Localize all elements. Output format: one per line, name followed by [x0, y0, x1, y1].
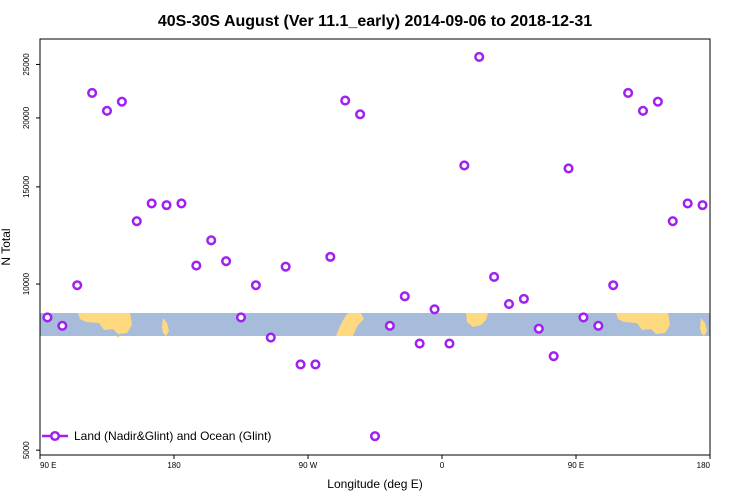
x-tick-label-4: 90 E — [568, 461, 584, 470]
y-tick-label-3: 20000 — [22, 106, 31, 129]
data-point-18 — [310, 359, 321, 370]
data-point-11 — [206, 235, 217, 246]
y-axis-label: N Total — [0, 228, 13, 265]
y-tick-label-4: 25000 — [22, 53, 31, 76]
y-axis: 5000 10000 15000 20000 25000 — [22, 53, 40, 459]
x-tick-label-0: 90 E — [40, 461, 56, 470]
data-point-25 — [414, 338, 425, 349]
data-point-13 — [235, 312, 247, 323]
data-point-27 — [444, 338, 455, 349]
data-point-26 — [429, 304, 440, 315]
data-point-15 — [265, 332, 276, 343]
data-point-17 — [295, 359, 306, 370]
y-tick-label-1: 10000 — [22, 272, 31, 295]
data-point-3 — [87, 87, 98, 98]
x-tick-label-2: 90 W — [299, 461, 318, 470]
data-point-7 — [146, 198, 157, 209]
land-australia — [78, 313, 132, 334]
data-point-14 — [250, 280, 261, 291]
y-tick-label-2: 15000 — [22, 175, 31, 198]
x-axis: 90 E 180 90 W 0 90 E 180 — [39, 455, 711, 470]
plot-frame — [39, 38, 711, 456]
x-axis-label: Longitude (deg E) — [327, 477, 422, 491]
data-point-19 — [325, 251, 336, 262]
data-point-40 — [637, 105, 649, 116]
data-point-22 — [369, 431, 381, 442]
data-point-33 — [533, 323, 544, 334]
land-africa — [466, 313, 488, 327]
world-map-strip — [40, 313, 710, 338]
data-point-42 — [667, 216, 678, 227]
data-point-4 — [101, 105, 113, 116]
data-point-37 — [593, 320, 604, 331]
data-point-30 — [489, 271, 500, 283]
data-point-8 — [161, 200, 172, 211]
x-tick-label-1: 180 — [167, 461, 181, 470]
data-point-20 — [340, 95, 351, 106]
data-point-32 — [518, 293, 529, 304]
data-point-28 — [459, 160, 470, 171]
data-points — [42, 51, 708, 442]
land-australia-2 — [616, 313, 670, 334]
data-point-10 — [191, 260, 202, 271]
data-point-16 — [280, 261, 291, 272]
data-point-29 — [474, 51, 485, 62]
data-point-2 — [72, 280, 83, 291]
data-point-39 — [623, 87, 634, 98]
land-new-zealand — [162, 318, 169, 336]
land-south-america — [336, 313, 364, 336]
data-point-6 — [131, 216, 142, 227]
data-point-44 — [697, 200, 708, 211]
land-tasmania — [116, 336, 120, 338]
data-point-23 — [384, 320, 395, 331]
y-tick-label-0: 5000 — [22, 441, 31, 459]
legend-marker-swatch — [49, 430, 61, 442]
data-point-9 — [176, 198, 187, 209]
data-point-21 — [355, 109, 366, 120]
data-point-41 — [652, 96, 663, 107]
data-point-24 — [399, 291, 410, 302]
x-tick-label-3: 0 — [440, 461, 445, 470]
data-point-0 — [42, 312, 53, 323]
data-point-36 — [578, 312, 589, 323]
chart-title: 40S-30S August (Ver 11.1_early) 2014-09-… — [158, 13, 592, 30]
data-point-5 — [116, 96, 127, 107]
data-point-1 — [57, 320, 68, 331]
data-point-31 — [503, 298, 515, 310]
ocean-band — [40, 313, 710, 336]
x-tick-label-5: 180 — [697, 461, 711, 470]
data-point-34 — [548, 351, 559, 362]
data-point-38 — [608, 280, 619, 291]
data-point-43 — [682, 198, 693, 209]
data-point-35 — [563, 163, 574, 174]
legend-label: Land (Nadir&Glint) and Ocean (Glint) — [74, 429, 271, 443]
land-new-zealand-2 — [700, 318, 707, 336]
data-point-12 — [221, 256, 232, 267]
legend: Land (Nadir&Glint) and Ocean (Glint) — [42, 429, 271, 443]
